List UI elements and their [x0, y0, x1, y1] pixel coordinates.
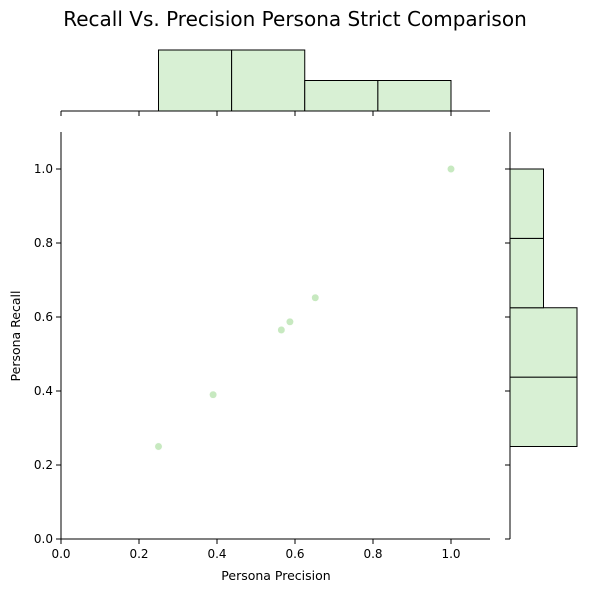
top-hist-bar: [158, 49, 233, 112]
scatter-point: [277, 326, 286, 334]
y-tick-label: 0.8: [34, 236, 53, 250]
marginal-y-histogram: [505, 132, 578, 540]
right-hist-bar: [509, 237, 544, 309]
scatter-point: [447, 165, 455, 173]
x-tick-label: 1.0: [441, 547, 460, 561]
right-hist-bar: [509, 376, 578, 447]
x-tick-label: 0.2: [129, 547, 148, 561]
x-tick-label: 0.8: [363, 547, 382, 561]
x-axis-label: Persona Precision: [221, 568, 330, 583]
right-hist-bar: [509, 168, 544, 239]
scatter-point: [209, 390, 218, 399]
scatter-point: [311, 293, 320, 302]
scatter-point: [154, 442, 163, 451]
y-tick-label: 0.0: [34, 532, 53, 546]
right-hist-bar: [509, 307, 578, 378]
marginal-x-histogram: [60, 49, 490, 116]
top-hist-bar: [304, 80, 379, 112]
top-hist-bar: [377, 80, 452, 112]
y-tick-label: 0.4: [34, 384, 53, 398]
y-tick-label: 0.2: [34, 458, 53, 472]
x-tick-label: 0.4: [207, 547, 226, 561]
y-tick-label: 1.0: [34, 162, 53, 176]
scatter-plot-area: 0.0 0.2 0.4 0.6 0.8 1.0 0.0 0.2 0.4 0.6 0.8 1.0: [34, 132, 490, 561]
chart-title: Recall Vs. Precision Persona Strict Comp…: [63, 7, 527, 31]
top-hist-bar: [231, 49, 306, 112]
x-tick-label: 0.0: [51, 547, 70, 561]
y-tick-label: 0.6: [34, 310, 53, 324]
y-axis-label: Persona Recall: [8, 291, 23, 382]
x-tick-label: 0.6: [285, 547, 304, 561]
scatter-point: [285, 317, 294, 326]
